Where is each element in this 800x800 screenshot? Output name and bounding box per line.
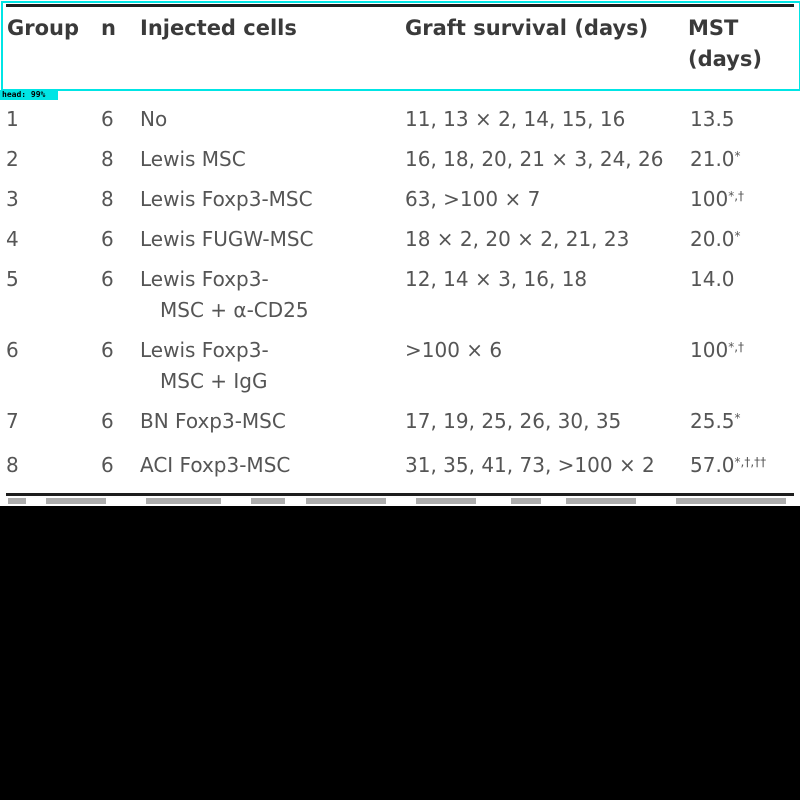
row-7-survival: 17, 19, 25, 26, 30, 35: [405, 409, 622, 433]
row-3-survival: 63, >100 × 7: [405, 187, 541, 211]
row-1-cells: No: [140, 107, 168, 131]
row-3-group: 3: [6, 187, 19, 211]
cropped-footnote-text: [6, 498, 794, 506]
header-injected-cells: Injected cells: [140, 16, 297, 40]
row-6-survival: >100 × 6: [405, 338, 503, 362]
row-7-mst: 25.5*: [690, 409, 741, 433]
header-mst: MST: [688, 16, 739, 40]
header-n: n: [101, 16, 116, 40]
row-1-mst: 13.5: [690, 107, 735, 131]
table-page: Group n Injected cells Graft survival (d…: [0, 0, 800, 506]
head-detection-label: head: 99%: [0, 90, 58, 100]
row-6-group: 6: [6, 338, 19, 362]
row-8-cells: ACI Foxp3-MSC: [140, 453, 291, 477]
row-2-group: 2: [6, 147, 19, 171]
row-6-cells: Lewis Foxp3-: [140, 338, 269, 362]
row-2-survival: 16, 18, 20, 21 × 3, 24, 26: [405, 147, 664, 171]
row-8-survival: 31, 35, 41, 73, >100 × 2: [405, 453, 655, 477]
row-7-n: 6: [101, 409, 114, 433]
row-5-group: 5: [6, 267, 19, 291]
row-2-n: 8: [101, 147, 114, 171]
row-2-mst: 21.0*: [690, 147, 741, 171]
row-6-n: 6: [101, 338, 114, 362]
row-5-n: 6: [101, 267, 114, 291]
row-3-n: 8: [101, 187, 114, 211]
row-5-survival: 12, 14 × 3, 16, 18: [405, 267, 588, 291]
row-1-group: 1: [6, 107, 19, 131]
row-6-cells-cont: MSC + IgG: [160, 369, 268, 393]
row-4-n: 6: [101, 227, 114, 251]
header-group: Group: [7, 16, 80, 40]
row-5-cells: Lewis Foxp3-: [140, 267, 269, 291]
row-6-mst: 100*,†: [690, 338, 745, 362]
row-1-n: 6: [101, 107, 114, 131]
row-4-group: 4: [6, 227, 19, 251]
row-4-mst: 20.0*: [690, 227, 741, 251]
row-5-cells-cont: MSC + α-CD25: [160, 298, 309, 322]
row-3-cells: Lewis Foxp3-MSC: [140, 187, 313, 211]
row-8-n: 6: [101, 453, 114, 477]
row-7-group: 7: [6, 409, 19, 433]
row-4-survival: 18 × 2, 20 × 2, 21, 23: [405, 227, 630, 251]
table-bottom-rule: [6, 493, 794, 496]
row-8-mst: 57.0*,†,††: [690, 453, 767, 477]
row-4-cells: Lewis FUGW-MSC: [140, 227, 314, 251]
row-3-mst: 100*,†: [690, 187, 745, 211]
header-graft-survival: Graft survival (days): [405, 16, 649, 40]
row-7-cells: BN Foxp3-MSC: [140, 409, 286, 433]
row-8-group: 8: [6, 453, 19, 477]
header-mst-unit: (days): [688, 47, 762, 71]
row-1-survival: 11, 13 × 2, 14, 15, 16: [405, 107, 626, 131]
table-top-rule: [6, 4, 794, 7]
row-2-cells: Lewis MSC: [140, 147, 246, 171]
row-5-mst: 14.0: [690, 267, 735, 291]
head-detection-box: [1, 1, 800, 91]
